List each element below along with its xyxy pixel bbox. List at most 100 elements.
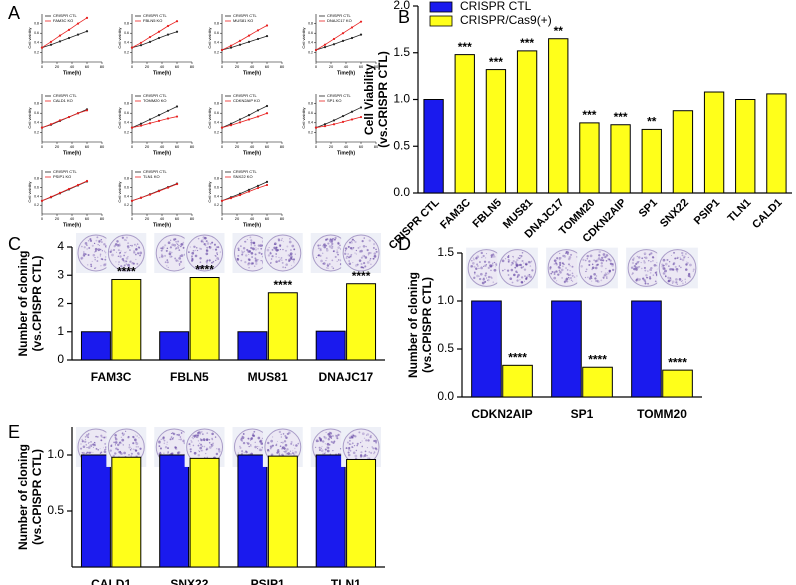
colony-speck <box>252 434 255 437</box>
colony-speck <box>687 262 689 264</box>
colony-speck <box>373 243 375 245</box>
colony-speck <box>193 438 194 439</box>
colony-speck <box>326 432 327 433</box>
colony-speck <box>366 435 367 436</box>
x-axis-label: Time(h) <box>337 150 355 156</box>
y-tick-label: 0.6 <box>308 31 313 35</box>
colony-speck <box>100 452 101 453</box>
colony-speck <box>648 260 649 261</box>
colony-speck <box>282 442 284 444</box>
colony-speck <box>488 261 490 263</box>
colony-speck <box>280 245 281 246</box>
colony-speck <box>126 251 127 252</box>
colony-speck <box>198 445 200 447</box>
colony-speck <box>470 265 473 268</box>
colony-speck <box>481 266 482 267</box>
colony-speck <box>181 432 183 434</box>
colony-speck <box>358 431 360 433</box>
colony-speck <box>492 281 494 283</box>
colony-speck <box>136 263 138 265</box>
colony-speck <box>190 445 191 446</box>
colony-speck <box>319 449 321 451</box>
colony-speck <box>291 441 293 443</box>
y-tick-label: 0.4 <box>34 41 39 45</box>
x-tick-label: 80 <box>190 216 195 221</box>
colony-speck <box>123 452 126 455</box>
colony-speck <box>295 444 298 447</box>
colony-speck <box>473 258 474 259</box>
colony-speck <box>250 242 252 244</box>
colony-speck <box>644 252 647 255</box>
colony-speck <box>127 245 129 247</box>
colony-speck <box>682 280 683 281</box>
colony-speck <box>564 281 565 282</box>
colony-speck <box>507 270 509 272</box>
colony-speck <box>247 442 249 444</box>
colony-speck <box>637 256 638 257</box>
colony-speck <box>322 253 323 254</box>
colony-speck <box>346 256 347 257</box>
colony-speck <box>102 250 103 251</box>
x-axis-label: Time(h) <box>153 150 171 156</box>
colony-speck <box>360 454 362 456</box>
colony-speck <box>336 249 337 250</box>
colony-speck <box>347 253 349 255</box>
colony-speck <box>600 265 603 268</box>
colony-speck <box>487 279 489 281</box>
colony-speck <box>188 443 190 445</box>
colony-speck <box>201 241 202 242</box>
colony-speck <box>638 280 640 282</box>
colony-speck <box>83 445 86 448</box>
y-axis-label: Cell viability <box>301 27 306 48</box>
colony-speck <box>127 256 128 257</box>
colony-speck <box>519 279 520 280</box>
colony-speck <box>168 267 169 268</box>
colony-speck <box>216 453 218 455</box>
colony-speck <box>281 448 283 450</box>
colony-speck <box>190 451 192 453</box>
y-axis-label: Cell viability <box>207 107 212 128</box>
colony-speck <box>522 252 524 254</box>
data-point <box>351 118 353 120</box>
colony-speck <box>360 442 361 443</box>
x-tick-label: FBLN5 <box>170 370 209 384</box>
series-line <box>42 31 87 47</box>
significance-label: **** <box>668 355 687 369</box>
colony-speck <box>167 453 168 454</box>
colony-speck <box>202 241 204 243</box>
colony-speck <box>198 450 199 451</box>
bar <box>347 284 376 360</box>
colony-speck <box>671 255 672 256</box>
colony-speck <box>348 246 350 248</box>
bar <box>316 331 345 360</box>
data-point <box>324 123 326 125</box>
panel-label: D <box>398 234 411 254</box>
legend-label: MUS81 KO <box>233 18 253 23</box>
colony-speck <box>594 277 596 279</box>
colony-speck <box>595 260 597 262</box>
data-point <box>149 41 151 43</box>
y-tick-label: 0.2 <box>124 50 129 54</box>
colony-speck <box>348 256 350 258</box>
colony-speck <box>198 454 200 456</box>
colony-speck <box>590 255 593 258</box>
colony-speck <box>591 281 592 282</box>
colony-speck <box>191 260 193 262</box>
x-tick-label: TLN1 <box>331 577 361 585</box>
data-point <box>140 125 142 127</box>
colony-speck <box>641 262 642 263</box>
colony-speck <box>258 252 260 254</box>
colony-speck <box>525 263 528 266</box>
colony-speck <box>297 443 299 445</box>
colony-speck <box>375 249 377 251</box>
colony-speck <box>507 256 509 258</box>
colony-speck <box>237 258 240 261</box>
colony-speck <box>251 244 253 246</box>
colony-speck <box>556 280 557 281</box>
colony-speck <box>88 240 90 242</box>
x-tick-label: 80 <box>280 64 285 69</box>
colony-speck <box>276 444 277 445</box>
colony-speck <box>80 443 81 444</box>
colony-speck <box>203 239 204 240</box>
colony-speck <box>121 439 124 442</box>
